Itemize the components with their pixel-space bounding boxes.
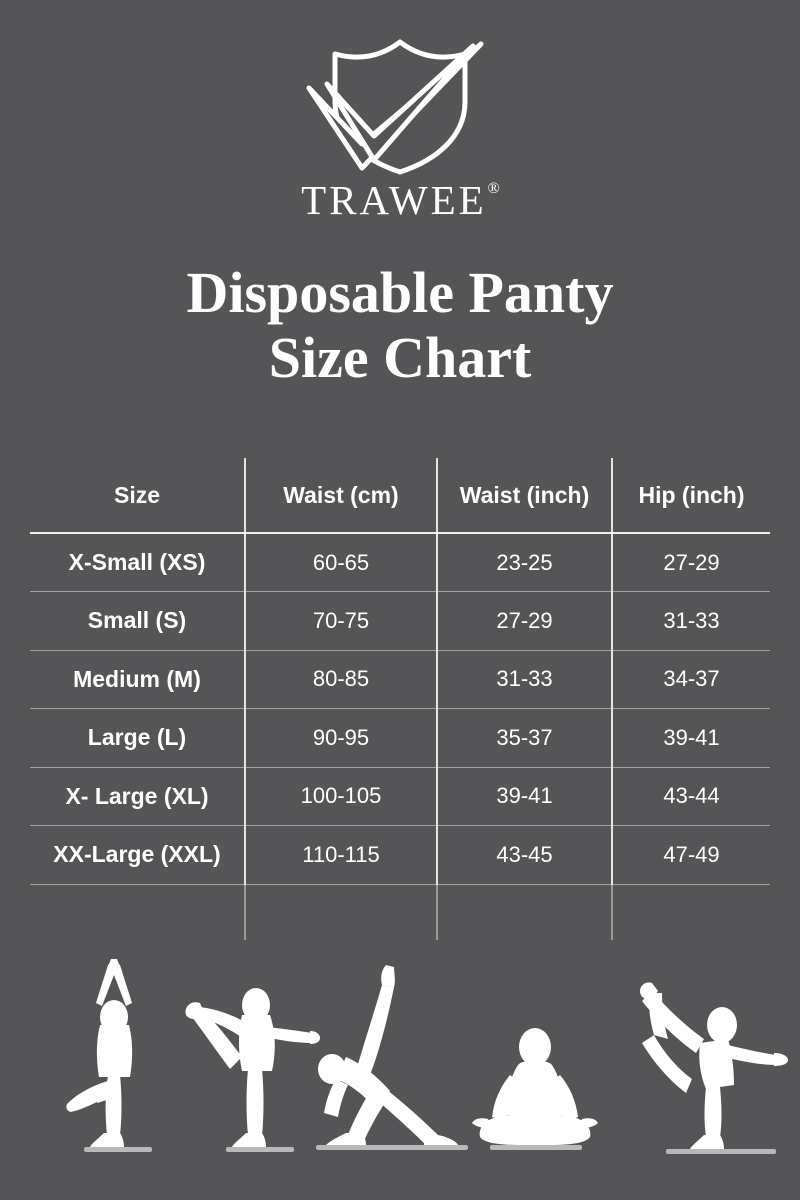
brand-wordmark: TRAWEE®: [301, 177, 500, 223]
cell-size: X- Large (XL): [30, 767, 246, 826]
cell-empty: [612, 884, 770, 940]
table-row: Medium (M) 80-85 31-33 34-37: [30, 650, 770, 709]
ground-line: [84, 1147, 152, 1152]
cell-hip-inch: 43-44: [612, 767, 770, 826]
table-row: Small (S) 70-75 27-29 31-33: [30, 591, 770, 651]
page-title-line-2: Size Chart: [268, 324, 532, 390]
cell-waist-inch: 43-45: [437, 825, 613, 885]
cell-size: Large (L): [30, 708, 246, 768]
cell-waist-cm: 110-115: [245, 825, 438, 885]
table-row: XX-Large (XXL) 110-115 43-45 47-49: [30, 825, 770, 885]
ground-line: [490, 1145, 582, 1150]
cell-size: Medium (M): [30, 650, 246, 709]
cell-hip-inch: 34-37: [612, 650, 770, 709]
cell-waist-cm: 100-105: [245, 767, 438, 826]
cell-waist-inch: 23-25: [437, 533, 613, 592]
shield-check-logo-icon: [306, 39, 484, 175]
page-title-line-1: Disposable Panty: [186, 260, 614, 325]
column-header-waist-cm: Waist (cm): [245, 458, 438, 534]
yoga-lotus-meditation-pose-silhouette: [472, 1028, 598, 1150]
page-title: Disposable Panty Size Chart: [0, 260, 800, 391]
cell-waist-inch: 39-41: [437, 767, 613, 826]
cell-size: Small (S): [30, 591, 246, 651]
cell-waist-cm: 80-85: [245, 650, 438, 709]
registered-trademark-symbol: ®: [487, 180, 500, 198]
yoga-tree-pose-silhouette: [66, 959, 152, 1152]
cell-hip-inch: 27-29: [612, 533, 770, 592]
yoga-standing-hand-to-toe-pose-silhouette: [185, 988, 320, 1152]
ground-line: [226, 1147, 294, 1152]
cell-hip-inch: 47-49: [612, 825, 770, 885]
column-header-hip-inch: Hip (inch): [612, 458, 770, 534]
table-row-empty: [30, 884, 770, 940]
cell-size: XX-Large (XXL): [30, 825, 246, 885]
cell-empty: [245, 884, 438, 940]
brand-logo-block: TRAWEE®: [0, 36, 800, 221]
table-header-row: Size Waist (cm) Waist (inch) Hip (inch): [30, 458, 770, 534]
cell-waist-cm: 70-75: [245, 591, 438, 651]
table-row: Large (L) 90-95 35-37 39-41: [30, 708, 770, 768]
cell-size: X-Small (XS): [30, 533, 246, 592]
cell-waist-inch: 27-29: [437, 591, 613, 651]
cell-empty: [437, 884, 613, 940]
cell-waist-inch: 31-33: [437, 650, 613, 709]
yoga-dancer-pose-silhouette: [640, 982, 788, 1154]
cell-waist-cm: 60-65: [245, 533, 438, 592]
size-chart-table: Size Waist (cm) Waist (inch) Hip (inch) …: [30, 458, 770, 940]
ground-line: [316, 1145, 468, 1150]
ground-line: [666, 1149, 776, 1154]
cell-hip-inch: 39-41: [612, 708, 770, 768]
column-header-size: Size: [30, 458, 246, 534]
table-row: X- Large (XL) 100-105 39-41 43-44: [30, 767, 770, 826]
cell-waist-inch: 35-37: [437, 708, 613, 768]
table-row: X-Small (XS) 60-65 23-25 27-29: [30, 533, 770, 592]
brand-name: TRAWEE: [301, 177, 487, 223]
cell-waist-cm: 90-95: [245, 708, 438, 768]
cell-hip-inch: 31-33: [612, 591, 770, 651]
cell-empty: [30, 884, 246, 940]
yoga-triangle-pose-silhouette: [316, 965, 468, 1150]
yoga-figures-band: [0, 955, 800, 1155]
column-header-waist-inch: Waist (inch): [437, 458, 613, 534]
